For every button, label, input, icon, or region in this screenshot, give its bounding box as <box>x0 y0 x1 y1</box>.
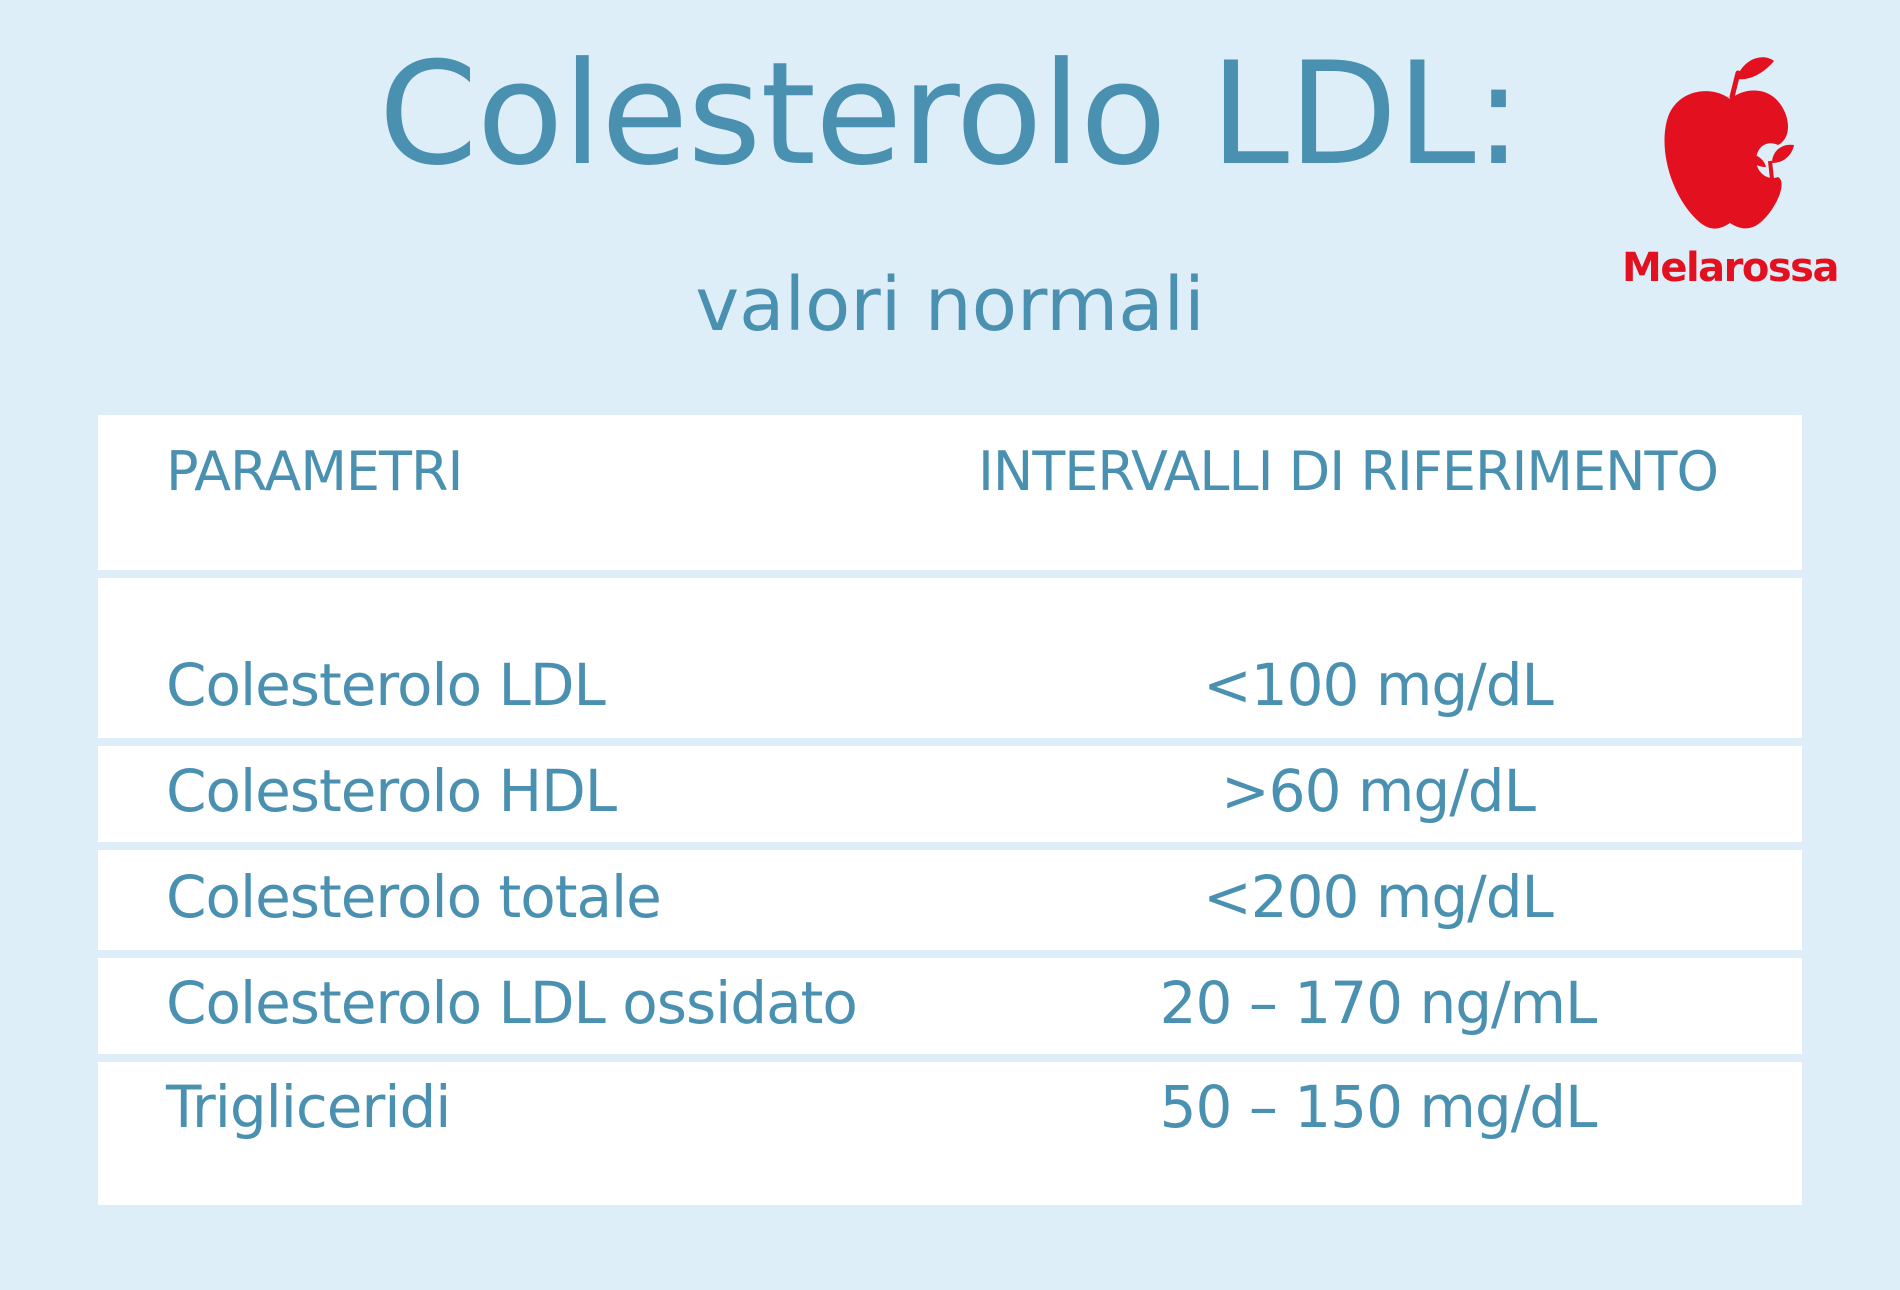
header-value: INTERVALLI DI RIFERIMENTO <box>978 440 1719 503</box>
row-param: Trigliceridi <box>166 1073 451 1141</box>
apple-icon <box>1664 57 1794 229</box>
table-row: Colesterolo LDL ossidato 20 – 170 ng/mL <box>98 958 1802 1054</box>
reference-table: PARAMETRI INTERVALLI DI RIFERIMENTO Cole… <box>98 415 1802 1205</box>
table-row: Colesterolo LDL <100 mg/dL <box>98 578 1802 738</box>
page-title: Colesterolo LDL: <box>378 32 1523 197</box>
melarossa-logo: Melarossa <box>1620 55 1840 305</box>
row-param: Colesterolo totale <box>166 863 662 931</box>
row-value: 20 – 170 ng/mL <box>1159 969 1598 1037</box>
header-param: PARAMETRI <box>166 440 463 503</box>
table-row: Trigliceridi 50 – 150 mg/dL <box>98 1062 1802 1205</box>
table-row: Colesterolo HDL >60 mg/dL <box>98 746 1802 842</box>
row-value: >60 mg/dL <box>1221 757 1536 825</box>
row-value: <100 mg/dL <box>1203 651 1554 719</box>
row-value: <200 mg/dL <box>1203 863 1554 931</box>
table-header-row: PARAMETRI INTERVALLI DI RIFERIMENTO <box>98 415 1802 570</box>
row-value: 50 – 150 mg/dL <box>1159 1073 1598 1141</box>
row-param: Colesterolo HDL <box>166 757 617 825</box>
page-subtitle: valori normali <box>695 262 1205 348</box>
logo-text: Melarossa <box>1622 245 1839 291</box>
table-row: Colesterolo totale <200 mg/dL <box>98 850 1802 950</box>
row-param: Colesterolo LDL ossidato <box>166 969 858 1037</box>
row-param: Colesterolo LDL <box>166 651 606 719</box>
